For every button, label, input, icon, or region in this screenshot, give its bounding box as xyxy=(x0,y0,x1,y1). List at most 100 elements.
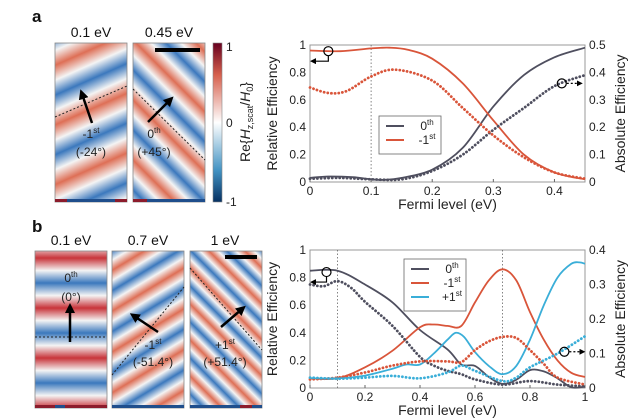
y2-tick-label: 0.4 xyxy=(589,65,606,79)
colorbar: 1 0 -1 Re{Hz,scat/H0} xyxy=(212,40,255,209)
field-map-a2: 0th (+45°) xyxy=(132,42,206,203)
x-tick-label: 0.4 xyxy=(546,184,563,198)
x-tick-label: 0.6 xyxy=(467,390,484,404)
legend-label: -1st xyxy=(444,275,462,290)
order-label: 0th xyxy=(64,270,77,285)
y2-axis-label: Absolute Efficiency xyxy=(612,54,628,172)
panel-label-b: b xyxy=(32,217,42,236)
series-line-dotted-0th xyxy=(308,279,587,388)
x-tick-label: 0 xyxy=(307,390,314,404)
wavefront-line xyxy=(132,88,206,161)
x-tick-label: 0.1 xyxy=(363,184,380,198)
legend-label: 0th xyxy=(420,118,433,133)
y2-axis-label: Absolute Efficiency xyxy=(612,260,628,378)
scale-bar xyxy=(155,48,200,52)
y-tick-label: 0.6 xyxy=(289,298,306,312)
order-label: +1st xyxy=(215,337,236,352)
arrow-icon xyxy=(129,313,159,334)
wavefront-line xyxy=(54,85,128,118)
axis-indicator-circle xyxy=(556,78,567,89)
series-line-solid--1st xyxy=(309,46,586,181)
plot-frame xyxy=(309,249,586,389)
field-map-a1: -1st (-24°) xyxy=(54,42,128,203)
chart-a: 0 0.1 0.2 0.3 0.4 0 0.2 0.4 0.6 0.8 1 0 0.1 0.2 0.3 0.4… xyxy=(264,38,628,212)
left-arrow-icon xyxy=(310,276,328,286)
y2-tick-label: 0.5 xyxy=(589,38,606,52)
legend-label: 0th xyxy=(445,261,458,276)
y-tick-label: 0.2 xyxy=(289,353,306,367)
angle-label: (-24°) xyxy=(76,145,106,159)
map-title: 0.7 eV xyxy=(128,232,169,248)
map-title: 0.1 eV xyxy=(71,24,112,40)
colorbar-tick: 0 xyxy=(226,116,233,130)
series-line-dotted--1st xyxy=(308,68,587,181)
arrow-icon xyxy=(220,305,246,328)
panel-label-a: a xyxy=(32,7,42,26)
y-tick-label: 1 xyxy=(299,38,306,52)
series-line-dotted-+1st xyxy=(308,334,587,383)
x-axis-label: Fermi level (eV) xyxy=(398,196,497,212)
map-title: 1 eV xyxy=(211,232,240,248)
series-line-solid--1st xyxy=(309,268,586,381)
y-tick-label: 0 xyxy=(299,381,306,395)
order-label: 0th xyxy=(147,126,160,141)
series-line-solid-0th xyxy=(309,46,586,181)
left-arrow-icon xyxy=(310,55,329,65)
series-line-solid-0th xyxy=(309,268,586,389)
series-line-dotted-0th xyxy=(308,73,587,182)
y-axis-label: Relative Efficiency xyxy=(264,262,280,376)
map-title: 0.45 eV xyxy=(145,24,194,40)
legend: 0th-1st xyxy=(378,115,442,155)
y2-tick-label: 0.2 xyxy=(589,120,606,134)
y2-tick-label: 0.1 xyxy=(589,347,606,361)
arrow-icon xyxy=(147,96,174,123)
legend-box xyxy=(378,115,442,155)
angle-label: (+45°) xyxy=(137,145,170,159)
x-tick-label: 0.8 xyxy=(522,390,539,404)
x-tick-label: 0.4 xyxy=(412,390,429,404)
series-line-solid-+1st xyxy=(309,261,586,380)
y-tick-label: 0.8 xyxy=(289,65,306,79)
legend-label: +1st xyxy=(442,289,463,304)
x-tick-label: 0 xyxy=(307,184,314,198)
map-title: 0.1 eV xyxy=(51,232,92,248)
colorbar-tick: -1 xyxy=(226,195,237,209)
chart-b: 0 0.2 0.4 0.6 0.8 100.20.40.60.8100.10.20.30.… xyxy=(264,243,628,418)
legend: 0th-1st+1st xyxy=(403,258,467,312)
y-axis-label: Relative Efficiency xyxy=(264,56,280,170)
order-label: -1st xyxy=(145,337,163,352)
y2-tick-label: 0 xyxy=(589,381,596,395)
field-map-b3: +1st (+51.4°) xyxy=(189,250,263,409)
x-tick-label: 0.2 xyxy=(357,390,374,404)
angle-label: (-51.4°) xyxy=(133,355,173,369)
x-tick-label: 0.2 xyxy=(424,184,441,198)
field-map-b1: 0th (0°) xyxy=(34,250,108,409)
order-label: -1st xyxy=(83,126,101,141)
wavefront-line xyxy=(111,286,185,376)
scale-bar xyxy=(225,255,257,259)
legend-box xyxy=(403,258,467,312)
angle-label: (+51.4°) xyxy=(203,355,246,369)
y2-tick-label: 0.2 xyxy=(589,312,606,326)
arrow-icon xyxy=(78,89,94,124)
axis-indicator-circle xyxy=(559,346,570,357)
y-tick-label: 0.4 xyxy=(289,120,306,134)
series-line-dotted--1st xyxy=(308,335,587,386)
y2-tick-label: 0 xyxy=(589,175,596,189)
colorbar-label: Re{Hz,scat/H0} xyxy=(237,82,255,162)
y-tick-label: 1 xyxy=(299,243,306,257)
y-tick-label: 0.6 xyxy=(289,93,306,107)
legend-label: -1st xyxy=(419,132,437,147)
x-axis-label: Fermi level (eV) xyxy=(398,402,497,418)
plot-frame xyxy=(309,44,586,183)
y-tick-label: 0.2 xyxy=(289,148,306,162)
y2-tick-label: 0.1 xyxy=(589,148,606,162)
y2-tick-label: 0.3 xyxy=(589,278,606,292)
y2-tick-label: 0.4 xyxy=(589,243,606,257)
angle-label: (0°) xyxy=(61,290,80,304)
x-tick-label: 1 xyxy=(582,390,589,404)
y-tick-label: 0.8 xyxy=(289,271,306,285)
y-tick-label: 0 xyxy=(299,175,306,189)
x-tick-label: 0.3 xyxy=(485,184,502,198)
